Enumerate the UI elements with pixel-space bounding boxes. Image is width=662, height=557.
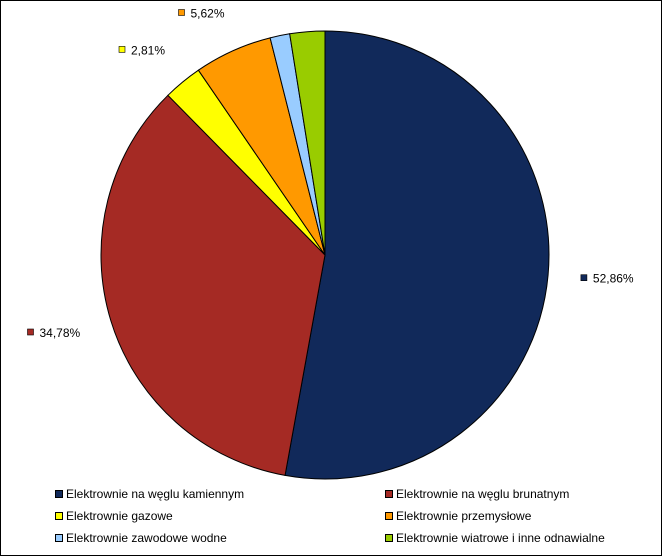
legend-key-2	[55, 512, 63, 520]
legend-label-4: Elektrownie zawodowe wodne	[66, 531, 227, 545]
data-label-key-0	[580, 274, 588, 282]
legend-item-3: Elektrownie przemysłowe	[385, 507, 635, 525]
data-label-3: 5,62%	[191, 7, 225, 21]
legend-key-3	[385, 512, 393, 520]
legend-key-1	[385, 490, 393, 498]
legend-label-2: Elektrownie gazowe	[66, 509, 173, 523]
data-label-1: 34,78%	[40, 326, 81, 340]
legend-key-4	[55, 534, 63, 542]
legend-item-4: Elektrownie zawodowe wodne	[55, 529, 385, 547]
data-label-key-3	[178, 9, 185, 16]
legend-label-5: Elektrownie wiatrowe i inne odnawialne	[396, 531, 605, 545]
data-label-4: 1,42%	[261, 1, 295, 2]
pie-slice-0	[284, 30, 550, 480]
legend-item-0: Elektrownie na węglu kamiennym	[55, 485, 385, 503]
legend-key-0	[55, 490, 63, 498]
legend-label-3: Elektrownie przemysłowe	[396, 509, 532, 523]
legend-label-1: Elektrownie na węglu brunatnym	[396, 487, 570, 501]
legend-item-5: Elektrownie wiatrowe i inne odnawialne	[385, 529, 635, 547]
legend-item-1: Elektrownie na węglu brunatnym	[385, 485, 635, 503]
legend-label-0: Elektrownie na węglu kamiennym	[66, 487, 245, 501]
data-label-key-1	[27, 328, 34, 336]
legend-item-2: Elektrownie gazowe	[55, 507, 385, 525]
legend-key-5	[385, 534, 393, 542]
pie-slice-1	[100, 94, 326, 476]
data-label-key-2	[118, 46, 126, 53]
pie-slice-5	[289, 30, 326, 256]
legend: Elektrownie na węglu kamiennym Elektrowni…	[55, 485, 635, 547]
data-label-2: 2,81%	[131, 43, 165, 57]
data-label-0: 52,86%	[593, 272, 634, 286]
